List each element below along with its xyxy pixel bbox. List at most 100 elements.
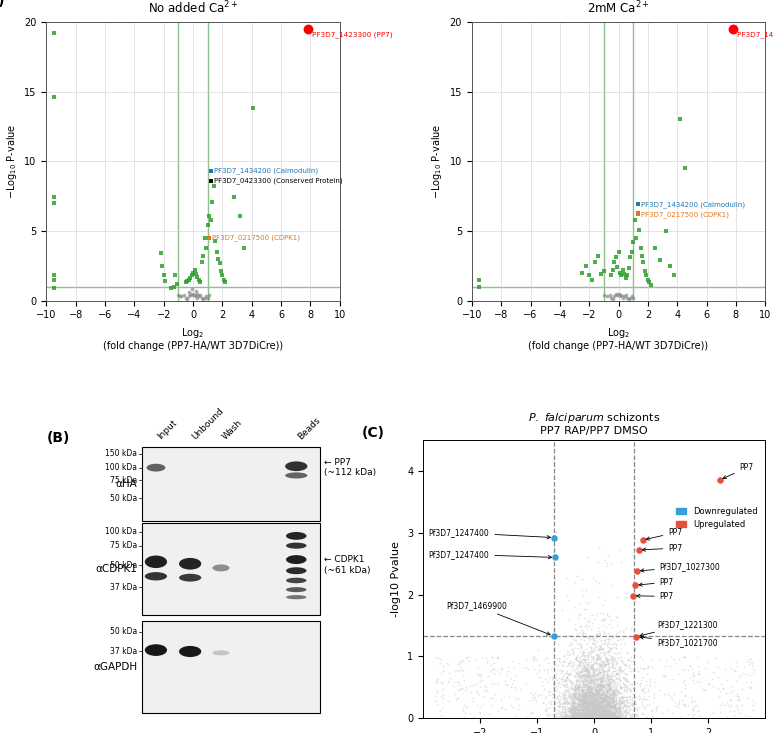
Point: [573, 710, 585, 721]
Point: [577, 707, 590, 719]
Point: [619, 691, 632, 703]
Point: [582, 705, 594, 717]
Point: [584, 701, 596, 713]
Point: [586, 704, 598, 716]
Point: [571, 570, 584, 581]
Point: [600, 707, 612, 718]
Point: [712, 660, 724, 672]
Point: [659, 670, 672, 682]
Point: [618, 659, 631, 671]
Point: [580, 644, 592, 655]
Point: [597, 696, 609, 708]
Point: [482, 671, 494, 682]
Point: [577, 700, 589, 712]
Point: [557, 692, 570, 704]
Point: [594, 700, 606, 712]
Point: [574, 681, 587, 693]
Point: [587, 706, 600, 718]
Point: [610, 695, 622, 707]
Point: [733, 707, 745, 719]
Point: [601, 708, 614, 720]
Point: [626, 692, 638, 704]
Point: [598, 690, 610, 702]
Point: [598, 688, 610, 700]
Point: [586, 690, 598, 702]
Point: [617, 671, 629, 682]
Point: [588, 663, 601, 675]
Point: [577, 711, 590, 723]
Point: [594, 710, 607, 722]
Point: [612, 712, 625, 723]
Point: [597, 657, 609, 668]
Point: [567, 697, 579, 709]
Point: [479, 681, 492, 693]
Point: [610, 712, 622, 724]
Point: [47, 197, 60, 209]
Point: [609, 682, 621, 694]
Point: [575, 629, 587, 641]
Point: [557, 710, 569, 722]
Point: [579, 690, 591, 702]
Point: [589, 680, 601, 692]
Point: [646, 712, 659, 723]
Point: [570, 692, 583, 704]
Point: [585, 687, 598, 699]
Point: [604, 696, 617, 708]
Point: [592, 707, 604, 719]
Point: [579, 710, 591, 721]
Point: [556, 712, 568, 723]
Point: [600, 693, 612, 704]
Point: [605, 660, 618, 672]
Point: [581, 669, 594, 681]
Point: [586, 690, 598, 702]
Point: [605, 707, 618, 718]
Point: [584, 680, 596, 692]
Point: [600, 707, 612, 719]
Point: [601, 707, 614, 719]
Point: [594, 644, 607, 655]
Point: [587, 693, 599, 705]
Point: [614, 692, 626, 704]
Point: [577, 700, 590, 712]
Point: [583, 706, 595, 718]
Point: [452, 679, 465, 690]
Point: [576, 703, 588, 715]
Point: [594, 692, 606, 704]
Point: [584, 704, 596, 715]
Point: [580, 583, 592, 595]
Point: [614, 638, 626, 650]
Point: [624, 711, 636, 723]
Point: [618, 268, 631, 280]
Point: [586, 707, 598, 719]
Point: [594, 689, 606, 701]
Point: [431, 698, 443, 710]
Point: [607, 688, 619, 700]
Point: [544, 698, 557, 710]
Point: [604, 697, 616, 709]
Point: [581, 666, 593, 677]
Point: [560, 709, 573, 721]
Point: [569, 682, 581, 693]
Point: [548, 679, 560, 691]
Point: [717, 683, 729, 695]
Point: [582, 712, 594, 723]
Point: [601, 685, 613, 696]
Point: [598, 683, 611, 695]
Point: [740, 676, 752, 688]
Point: [186, 270, 198, 281]
Point: [743, 669, 755, 681]
Point: [612, 707, 625, 718]
Point: [610, 710, 622, 721]
Point: [573, 709, 585, 721]
Point: [581, 710, 593, 721]
Point: [583, 705, 595, 717]
Point: [594, 711, 607, 723]
Point: [601, 701, 613, 713]
Point: [588, 711, 601, 723]
Point: [608, 695, 621, 707]
Point: [588, 688, 601, 700]
Point: [590, 710, 602, 722]
Point: [595, 651, 608, 663]
Point: [210, 246, 223, 258]
Point: [578, 655, 591, 667]
